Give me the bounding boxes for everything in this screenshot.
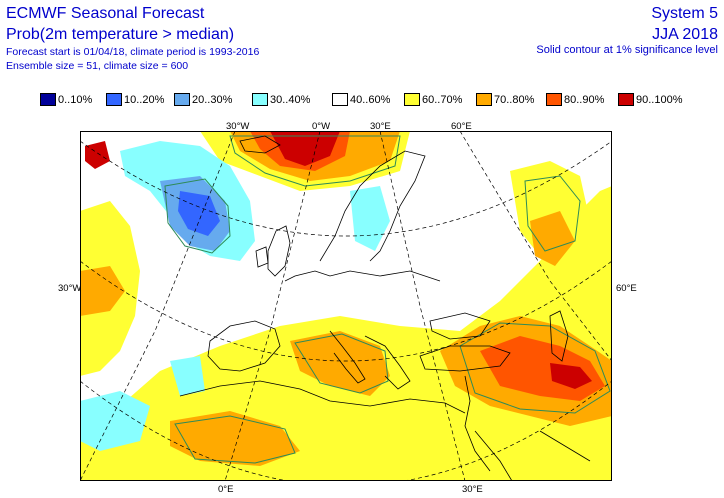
graticule xyxy=(80,131,612,481)
sig-contour-north xyxy=(229,135,401,187)
forecast-start-info: Forecast start is 01/04/18, climate peri… xyxy=(6,46,260,58)
legend-label: 60..70% xyxy=(422,94,463,106)
lon-label-top-60e: 60°E xyxy=(451,121,472,132)
legend-swatch xyxy=(252,93,268,106)
legend-swatch xyxy=(404,93,420,106)
field-red-north xyxy=(270,131,340,166)
map-title: ECMWF Seasonal Forecast xyxy=(6,5,205,22)
coast-scandinavia xyxy=(319,150,426,262)
coast-europe-west xyxy=(284,270,441,282)
coastlines xyxy=(179,135,591,481)
field-red-northwest xyxy=(85,141,110,169)
map-frame xyxy=(80,131,612,481)
significance-contours xyxy=(164,135,611,464)
field-orange-east xyxy=(530,211,575,266)
legend-label: 0..10% xyxy=(58,94,93,106)
coast-levant xyxy=(464,375,491,472)
legend-label: 90..100% xyxy=(636,94,683,106)
coast-caspian xyxy=(549,310,569,362)
coast-persian-gulf xyxy=(539,430,591,462)
sig-contour-cold xyxy=(164,178,231,254)
lon-label-top-30w: 30°W xyxy=(226,121,250,132)
legend-swatch xyxy=(546,93,562,106)
legend-label: 70..80% xyxy=(494,94,535,106)
field-cyan-scandinavia xyxy=(350,186,390,251)
coast-black-sea xyxy=(429,312,491,340)
lon-label-right-60e: 60°E xyxy=(616,283,637,294)
legend-swatch xyxy=(174,93,190,106)
field-blue-core xyxy=(178,191,220,236)
field-orange-mediterranean xyxy=(290,331,390,396)
legend-swatch xyxy=(332,93,348,106)
lon-label-bottom-0: 0°E xyxy=(218,484,234,495)
field-orange-west xyxy=(80,266,125,316)
system-label: System 5 xyxy=(651,5,718,22)
field-red-middle-east xyxy=(550,363,592,389)
legend-swatch xyxy=(106,93,122,106)
coast-red-sea xyxy=(474,430,513,481)
lon-label-left-30w: 30°W xyxy=(58,283,82,294)
coast-iberia xyxy=(207,320,281,372)
probability-map xyxy=(80,131,612,481)
parallel-30n xyxy=(80,380,612,481)
legend-label: 80..90% xyxy=(564,94,605,106)
significance-note: Solid contour at 1% significance level xyxy=(536,44,718,56)
sig-contour-east xyxy=(524,175,581,252)
coast-turkey xyxy=(419,345,511,372)
sig-contour-africa xyxy=(174,415,296,464)
lon-label-bottom-30e: 30°E xyxy=(462,484,483,495)
meridian-0 xyxy=(224,131,321,481)
coast-north-africa xyxy=(179,380,466,414)
sig-contour-med xyxy=(294,333,389,394)
probability-fields xyxy=(80,131,612,481)
legend-swatch xyxy=(476,93,492,106)
legend-swatch xyxy=(40,93,56,106)
meridian-60e xyxy=(459,131,612,362)
coast-ireland xyxy=(255,246,269,268)
legend-label: 40..60% xyxy=(350,94,391,106)
coast-balkans xyxy=(364,335,411,390)
map-subtitle: Prob(2m temperature > median) xyxy=(6,26,235,43)
coast-iceland xyxy=(239,135,281,154)
ensemble-size-info: Ensemble size = 51, climate size = 600 xyxy=(6,60,189,72)
field-cyan-iberia xyxy=(170,356,205,396)
parallel-45n xyxy=(80,260,612,362)
legend-swatch xyxy=(618,93,634,106)
lon-label-top-30e: 30°E xyxy=(370,121,391,132)
parallel-60n xyxy=(80,140,612,237)
lon-label-top-0: 0°W xyxy=(312,121,331,132)
coast-italy xyxy=(329,330,366,384)
season-label: JJA 2018 xyxy=(652,26,718,43)
legend-label: 20..30% xyxy=(192,94,233,106)
meridian-30w xyxy=(80,131,236,481)
field-cyan-atlantic-south xyxy=(80,391,150,451)
coast-uk xyxy=(267,225,291,277)
meridian-30e xyxy=(379,131,466,481)
sig-contour-mideast xyxy=(459,322,611,414)
legend-label: 10..20% xyxy=(124,94,165,106)
legend-label: 30..40% xyxy=(270,94,311,106)
